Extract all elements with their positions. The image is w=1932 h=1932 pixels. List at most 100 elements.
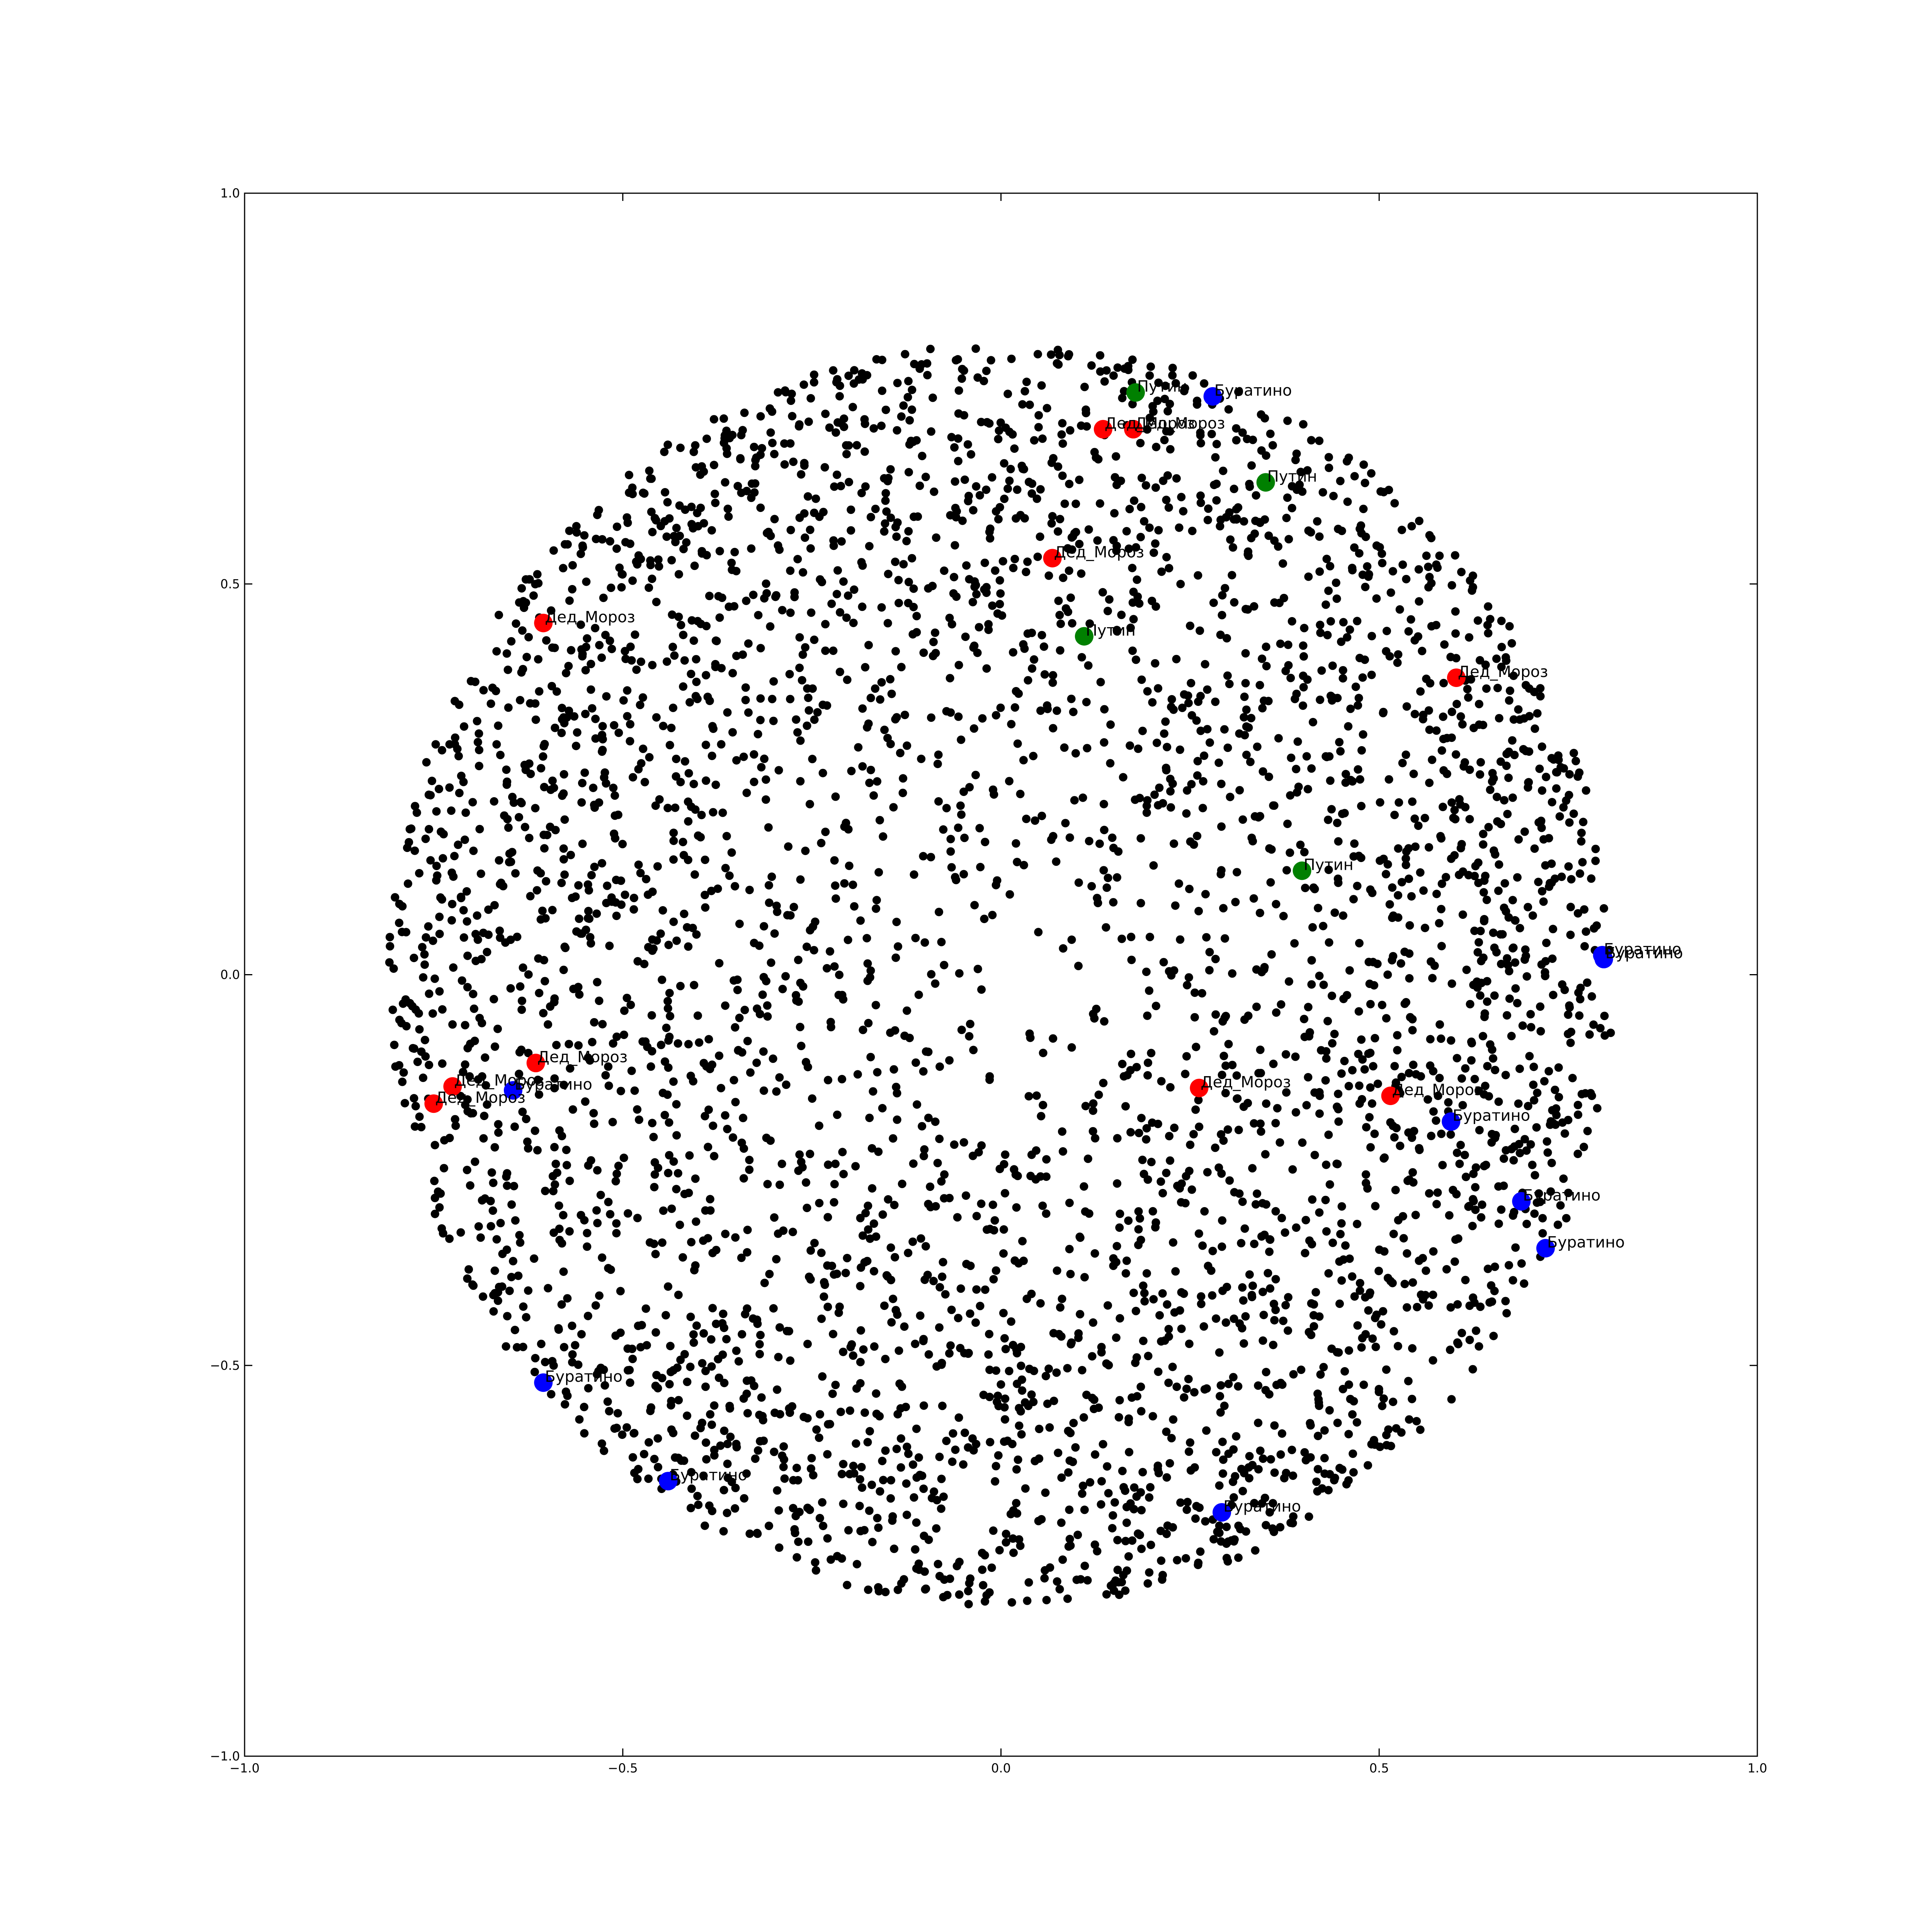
highlight-point [1213,1503,1231,1522]
background-point [992,711,1000,720]
background-point [1163,1521,1172,1530]
background-point [1175,1306,1184,1315]
background-point [866,694,875,702]
background-point [652,597,661,606]
background-point [490,995,498,1003]
background-point [913,512,922,521]
background-point [1222,1554,1231,1563]
background-point [1163,743,1172,752]
background-point [1125,1448,1134,1457]
background-point [1022,815,1031,823]
background-point [434,1187,442,1196]
background-point [1241,679,1250,688]
background-point [1538,1214,1547,1223]
background-point [640,778,649,787]
background-point [605,537,614,546]
background-point [915,1565,923,1574]
background-point [1505,686,1514,695]
background-point [662,532,671,541]
background-point [552,687,561,696]
background-point [1255,681,1264,690]
background-point [1033,350,1042,359]
background-point [568,561,577,570]
background-point [1462,965,1471,974]
background-point [585,1056,594,1065]
background-point [879,1476,888,1485]
background-point [1554,1063,1563,1072]
background-point [479,686,488,695]
background-point [1314,1432,1322,1440]
background-point [1212,440,1221,449]
background-point [1424,583,1433,592]
background-point [520,603,529,612]
background-point [773,1486,782,1495]
background-point [1412,1417,1421,1425]
background-point [680,757,689,766]
background-point [773,1385,782,1394]
background-point [780,439,789,448]
background-point [385,958,394,967]
background-point [824,1076,832,1085]
background-point [769,1304,778,1313]
background-point [1323,631,1332,639]
background-point [1567,875,1576,884]
background-point [1059,573,1068,582]
background-point [964,1587,973,1595]
background-point [1176,1498,1185,1507]
background-point [958,516,967,525]
background-point [1333,1160,1342,1168]
background-point [840,822,849,831]
background-point [1348,1410,1357,1419]
background-point [1218,611,1226,619]
background-point [1042,1596,1051,1604]
background-point [823,1303,832,1311]
background-point [1180,387,1189,396]
background-point [889,1134,898,1143]
background-point [1325,463,1333,472]
background-point [1357,1095,1366,1104]
background-point [734,1357,743,1366]
background-point [476,869,485,878]
background-point [823,1261,832,1270]
background-point [819,1522,828,1531]
background-point [1104,1361,1113,1370]
background-point [994,515,1003,524]
background-point [1470,927,1479,935]
background-point [415,869,423,878]
background-point [1170,839,1179,848]
background-point [763,1001,772,1010]
background-point [706,1195,714,1204]
background-point [526,892,535,901]
background-point [1437,1129,1446,1138]
background-point [1067,1043,1076,1052]
background-point [1021,1484,1030,1493]
background-point [984,1350,993,1359]
background-point [1500,879,1509,888]
background-point [985,1330,993,1338]
background-point [626,737,634,746]
background-point [668,610,677,619]
background-point [1494,886,1503,895]
background-point [1093,1547,1102,1556]
background-point [1396,1141,1405,1150]
background-point [878,1457,887,1465]
background-point [451,1121,460,1130]
background-point [1091,1134,1100,1143]
background-point [976,1301,985,1310]
background-point [718,808,727,817]
background-point [1232,436,1241,445]
background-point [400,1099,409,1107]
background-point [535,989,544,997]
background-point [1228,543,1237,552]
background-point [772,1255,781,1264]
background-point [1324,815,1333,824]
background-point [991,1477,1000,1486]
background-point [739,752,748,761]
background-point [1182,1172,1190,1180]
background-point [548,1172,557,1180]
background-point [932,1496,941,1505]
background-point [1566,930,1575,939]
background-point [1497,616,1506,625]
background-point [893,1089,901,1098]
background-point [1005,890,1014,899]
